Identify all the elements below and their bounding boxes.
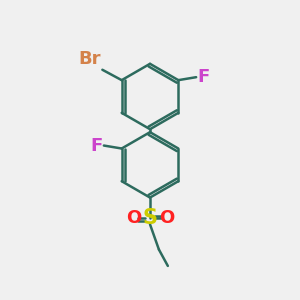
Text: O: O <box>159 209 174 227</box>
Text: F: F <box>90 136 102 154</box>
Text: O: O <box>126 209 141 227</box>
Text: Br: Br <box>78 50 101 68</box>
Text: F: F <box>198 68 210 86</box>
Text: S: S <box>142 208 158 228</box>
